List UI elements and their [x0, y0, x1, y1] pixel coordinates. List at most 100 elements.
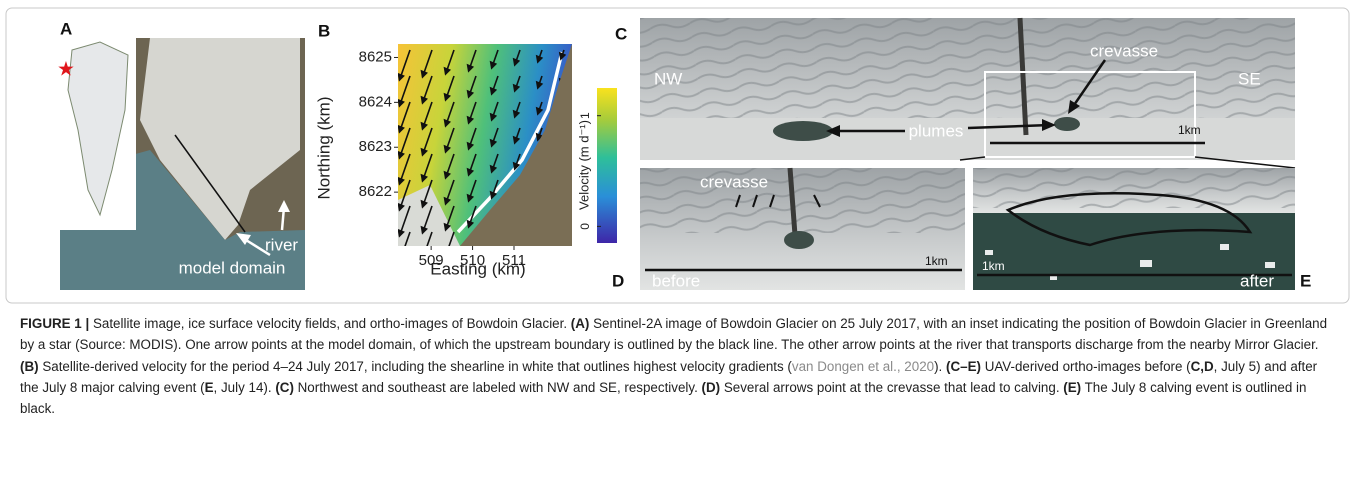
caption-run: E — [204, 379, 214, 395]
arrow-head — [420, 147, 428, 157]
arrow-head — [512, 135, 521, 145]
caption: FIGURE 1 | Satellite image, ice surface … — [20, 313, 1338, 419]
annotation: river — [265, 235, 298, 254]
arrow-head — [489, 138, 498, 148]
arrow-head — [398, 202, 405, 212]
svg-text:★: ★ — [57, 58, 75, 80]
caption-run: Satellite image, ice surface velocity fi… — [92, 316, 571, 331]
caption-run: UAV-derived ortho-images before ( — [980, 358, 1191, 374]
caption-run: (B) — [20, 358, 39, 374]
arrow-head — [466, 63, 475, 73]
arrow-head — [443, 222, 452, 232]
arrow-head — [535, 80, 544, 90]
arrow-head — [398, 150, 405, 160]
arrow-head — [443, 196, 452, 206]
scale-label: 1km — [925, 254, 948, 268]
arrow-head — [512, 57, 521, 67]
arrow-head — [489, 112, 498, 122]
arrow-head — [398, 176, 405, 186]
annotation: model domain — [179, 258, 286, 277]
caption-run: (E) — [1063, 379, 1082, 395]
arrow-head — [535, 106, 544, 116]
arrow-head — [512, 161, 521, 171]
panel-a: ★ A river model domain — [57, 19, 305, 290]
annotation: crevasse — [700, 172, 768, 191]
y-tick-label: 8622 — [359, 183, 392, 200]
annotation: plumes — [909, 121, 964, 140]
arrow-head — [420, 225, 428, 235]
caption-run: , July 5) and after the July 8 major cal… — [20, 358, 1318, 395]
annotation: after — [1240, 271, 1274, 290]
arrow-head — [420, 173, 428, 183]
caption-run: (C–E) — [946, 358, 981, 374]
panel-e: E 1km after — [973, 168, 1311, 290]
panel-label: E — [1300, 271, 1311, 290]
caption-run: (A) — [570, 316, 590, 331]
colorbar-tick-label: 1 — [578, 112, 592, 119]
colorbar-label: Velocity (m d⁻¹) — [576, 120, 591, 210]
arrow-head — [466, 141, 475, 151]
x-tick-label: 511 — [502, 252, 526, 269]
arrow-head — [466, 115, 475, 125]
arrow-head — [443, 92, 452, 102]
arrow-head — [420, 121, 428, 131]
annotation: crevasse — [1090, 41, 1158, 60]
arrow-head — [466, 193, 475, 203]
panel-c: C NW SE crevasse plumes 1km — [615, 17, 1296, 169]
panel-label: B — [318, 21, 330, 40]
scale-label: 1km — [982, 259, 1005, 273]
arrow-head — [443, 170, 452, 180]
y-tick-label: 8623 — [359, 138, 392, 155]
arrow-head — [420, 95, 428, 105]
arrow-head — [466, 167, 475, 177]
arrow-head — [466, 89, 475, 99]
arrow-head — [512, 109, 521, 119]
scale-label: 1km — [1178, 123, 1201, 137]
caption-run: C,D — [1190, 358, 1214, 374]
arrow-head — [512, 83, 521, 93]
arrow-head — [398, 72, 405, 82]
caption-run: , July 14). — [213, 379, 276, 395]
figure: ★ A river model domain B Northing (km) E… — [5, 7, 1350, 304]
caption-run[interactable]: van Dongen et al., 2020 — [791, 358, 935, 374]
caption-run: (D) — [701, 379, 721, 395]
panel-label: D — [612, 271, 624, 290]
arrow — [421, 231, 433, 246]
caption-run: FIGURE 1 | — [20, 316, 93, 331]
figure-frame — [5, 7, 1350, 304]
y-tick-label: 8624 — [359, 93, 392, 110]
arrow-head — [398, 124, 405, 134]
annotation: SE — [1238, 69, 1261, 88]
arrow-head — [420, 199, 428, 209]
annotation: NW — [654, 69, 682, 88]
arrow-head — [466, 219, 475, 229]
arrow-head — [489, 164, 498, 174]
panel-label: C — [615, 24, 627, 43]
caption-run: Northwest and southeast are labeled with… — [293, 379, 702, 395]
arrow-head — [489, 86, 498, 96]
arrow-head — [489, 190, 498, 200]
arrow-head — [443, 66, 452, 76]
arrow-head — [398, 98, 405, 108]
annotation: before — [652, 271, 700, 290]
caption-run: Sentinel-2A image of Bowdoin Glacier on … — [20, 316, 1328, 353]
arrow-head — [443, 118, 452, 128]
arrow-head — [535, 132, 544, 142]
arrow-head — [398, 228, 405, 238]
colorbar-tick-label: 0 — [578, 223, 592, 230]
caption-run: Several arrows point at the crevasse tha… — [720, 379, 1064, 395]
arrow-head — [443, 144, 452, 154]
arrow — [444, 231, 455, 246]
arrow — [398, 231, 411, 246]
arrow-head — [489, 60, 498, 70]
x-tick-label: 509 — [419, 252, 444, 269]
y-tick-label: 8625 — [359, 48, 392, 65]
arrow-head — [445, 250, 450, 256]
arrow-head — [399, 256, 404, 262]
panel-b: B Northing (km) Easting (km) Velocity (m… — [314, 21, 617, 278]
x-tick-label: 510 — [460, 252, 485, 269]
panel-label: A — [60, 19, 72, 38]
arrow-head — [558, 51, 567, 61]
axis-label: Northing (km) — [314, 97, 333, 200]
